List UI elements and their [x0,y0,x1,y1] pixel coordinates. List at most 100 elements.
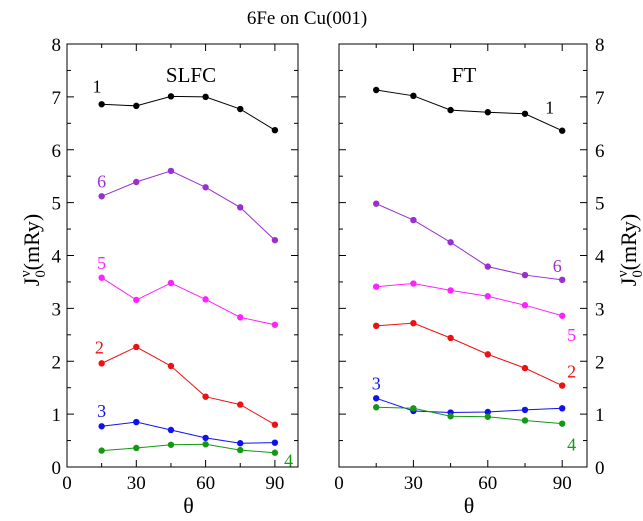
data-point-slfc-2-60 [202,393,209,400]
series-ft-5: 5 [373,280,576,345]
y-tick-label-ft-3: 3 [595,299,605,320]
y-tick-label-slfc-2: 2 [52,352,62,373]
data-point-ft-5-15 [373,283,380,290]
series-ft-3: 3 [372,373,566,416]
data-point-slfc-1-75 [237,105,244,113]
data-point-ft-5-90 [559,312,566,319]
data-point-slfc-2-90 [271,421,279,428]
data-point-slfc-3-30 [133,418,140,426]
data-point-ft-2-15 [373,322,380,330]
series-label-ft-5: 5 [567,325,576,345]
series-line-ft-3 [376,397,563,414]
data-point-slfc-6-60 [202,184,209,191]
panel-title-ft: FT [452,63,477,87]
y-tick-label-ft-6: 6 [595,141,605,162]
x-axis-title-slfc: θ [183,493,194,518]
data-point-slfc-6-90 [271,236,279,244]
y-axis-title-right-main: J [616,277,641,286]
data-point-slfc-1-30 [133,102,140,110]
data-point-ft-4-15 [373,404,380,411]
y-axis-title-left: J0ν(mRy) [18,214,49,286]
data-point-ft-6-75 [521,271,529,279]
panel-title-slfc: SLFC [166,63,216,87]
y-tick-label-ft-2: 2 [595,352,605,373]
data-point-ft-6-90 [559,276,566,284]
data-point-ft-3-60 [484,408,491,416]
data-point-ft-1-45 [447,106,454,114]
y-tick-label-slfc-1: 1 [52,405,62,426]
y-tick-label-slfc-6: 6 [52,141,62,162]
y-tick-label-slfc-8: 8 [52,35,62,56]
data-point-slfc-5-15 [98,274,105,281]
series-line-slfc-6 [101,170,276,241]
x-tick-label-slfc-0: 0 [62,473,72,494]
data-point-slfc-4-75 [237,446,244,454]
data-point-slfc-1-45 [167,93,175,100]
y-tick-label-slfc-5: 5 [52,194,62,215]
x-tick-label-slfc-60: 60 [196,473,215,494]
y-axis-title-left-main: J [19,277,44,286]
data-point-slfc-5-60 [202,296,209,303]
y-axis-title-left-unit: (mRy) [19,214,44,271]
data-point-slfc-3-45 [167,426,175,434]
y-axis-title-right-unit: (mRy) [616,214,641,271]
series-line-ft-4 [376,406,563,425]
data-point-ft-1-30 [410,92,417,100]
data-point-ft-2-30 [410,319,417,327]
data-point-ft-5-45 [447,287,454,294]
series-ft-1: 1 [373,86,566,134]
data-point-slfc-6-45 [167,167,175,175]
data-point-slfc-5-75 [237,314,244,321]
data-point-ft-2-90 [559,382,566,389]
series-slfc-5: 5 [97,253,279,328]
data-point-ft-2-75 [521,364,529,372]
y-axis-title-right: J0ν(mRy) [615,214,643,286]
y-axis-title-right-sub: 0 [630,270,643,278]
x-tick-label-slfc-90: 90 [265,473,284,494]
y-tick-label-slfc-3: 3 [52,299,62,320]
data-point-ft-6-45 [447,239,454,246]
y-tick-label-ft-5: 5 [595,194,605,215]
data-point-slfc-4-60 [202,441,209,448]
data-point-slfc-1-15 [98,101,105,108]
series-ft-6: 6 [373,200,566,284]
series-ft-2: 2 [373,319,576,389]
series-line-slfc-5 [101,277,276,326]
x-axis-title-ft: θ [464,493,475,518]
series-label-slfc-2: 2 [95,338,104,358]
data-point-ft-4-45 [447,413,454,420]
x-tick-label-ft-90: 90 [553,473,572,494]
data-point-slfc-4-90 [271,449,279,456]
series-label-slfc-1: 1 [93,76,102,96]
data-point-ft-5-60 [484,293,491,300]
series-label-slfc-5: 5 [97,253,106,273]
series-line-ft-1 [376,89,563,132]
y-tick-label-ft-4: 4 [595,247,605,268]
data-point-slfc-6-75 [237,204,244,211]
series-label-ft-3: 3 [372,373,381,393]
data-point-ft-2-60 [484,351,491,358]
data-point-slfc-1-90 [271,126,279,134]
data-point-slfc-2-45 [167,362,175,370]
x-tick-label-slfc-30: 30 [127,473,146,494]
data-point-slfc-1-60 [202,93,209,101]
data-point-ft-1-75 [521,110,529,117]
data-point-ft-5-75 [521,302,529,309]
data-point-ft-4-75 [521,417,529,424]
data-point-ft-2-45 [447,334,454,342]
data-point-slfc-5-45 [167,279,175,287]
data-point-ft-4-30 [410,405,417,412]
y-tick-label-slfc-0: 0 [52,458,62,479]
y-axis-title-left-sub: 0 [33,270,49,278]
data-point-slfc-6-30 [133,178,140,186]
series-slfc-6: 6 [97,167,279,244]
data-point-slfc-4-15 [98,447,105,454]
series-slfc-2: 2 [95,338,279,428]
series-label-ft-4: 4 [567,434,576,454]
series-line-slfc-4 [101,443,275,454]
data-point-ft-3-75 [521,406,529,414]
data-point-ft-1-60 [484,109,491,116]
data-point-slfc-5-90 [271,321,279,328]
